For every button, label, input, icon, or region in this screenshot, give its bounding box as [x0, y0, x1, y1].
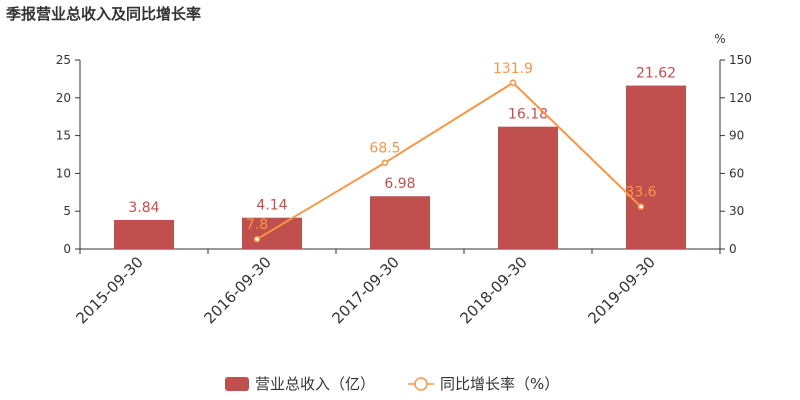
bar [114, 219, 174, 249]
bar-data-label: 3.84 [128, 200, 159, 216]
y-right-tick-label: 90 [729, 129, 744, 143]
x-tick-label: 2016-09-30 [200, 253, 274, 327]
legend-bar-swatch [225, 377, 249, 391]
x-tick-label: 2018-09-30 [456, 253, 530, 327]
line-data-label: 7.8 [246, 217, 268, 233]
legend-bar-label: 营业总收入（亿） [255, 375, 375, 393]
bar-data-label: 4.14 [256, 198, 287, 214]
y-left-tick-label: 10 [56, 166, 71, 180]
y-right-tick-label: 30 [729, 204, 744, 218]
y-right-tick-label: 150 [729, 53, 752, 67]
bar [498, 126, 558, 249]
bar [626, 85, 686, 250]
y-right-unit: % [714, 32, 725, 46]
bar-data-label: 21.62 [636, 66, 676, 82]
legend-line-marker [414, 377, 428, 391]
y-right-tick-label: 120 [729, 91, 752, 105]
bar-data-label: 16.18 [508, 107, 548, 123]
y-left-tick-label: 25 [56, 53, 71, 67]
y-left-tick-label: 20 [56, 91, 71, 105]
y-left-tick-label: 0 [63, 242, 71, 256]
bar-data-label: 6.98 [384, 176, 415, 192]
bar [242, 217, 302, 249]
x-tick-label: 2019-09-30 [584, 253, 658, 327]
x-tick-label: 2017-09-30 [328, 253, 402, 327]
x-tick-label: 2015-09-30 [72, 253, 146, 327]
bar [370, 196, 430, 249]
y-right-tick-label: 0 [729, 242, 737, 256]
y-left-tick-label: 15 [56, 129, 71, 143]
line-data-label: 131.9 [493, 61, 533, 77]
legend-line-label: 同比增长率（%） [440, 375, 559, 393]
line-point [381, 159, 389, 166]
y-right-tick-label: 60 [729, 166, 744, 180]
line-data-label: 33.6 [625, 185, 656, 201]
chart-title: 季报营业总收入及同比增长率 [6, 5, 202, 23]
line-data-label: 68.5 [369, 141, 400, 157]
line-point [637, 203, 645, 210]
line-series [256, 81, 642, 241]
line-point [253, 235, 261, 243]
y-left-tick-label: 5 [63, 204, 71, 218]
line-point [509, 79, 517, 87]
